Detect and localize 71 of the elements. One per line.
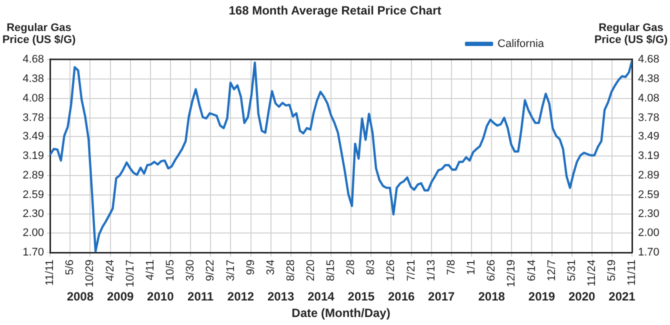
x-tick-label: 4/11 [144,260,156,280]
x-tick-label: 10/5 [164,260,177,282]
x-tick-label: 3/17 [224,260,237,282]
x-tick-label: 1/1 [466,260,478,275]
x-tick-label: 9/9 [244,260,257,275]
y-tick-label: 2.00 [22,227,44,240]
y2-tick-label: 2.00 [638,227,660,240]
x-tick-label: 2/20 [304,260,317,282]
y2-axis-title: Regular Gas Price (US $/G) [593,22,669,46]
x2-tick-label: 2012 [227,290,254,304]
y2-tick-label: 3.49 [638,130,660,143]
x-tick-label: 1/26 [385,260,398,282]
x-tick-label: 8/3 [365,260,378,275]
x2-tick-label: 2015 [348,290,375,304]
x-tick-label: 5/31 [566,260,578,282]
x-tick-label: 8/15 [325,260,338,282]
y-tick-label: 1.70 [22,246,44,259]
y2-tick-label: 1.70 [638,246,660,259]
x2-tick-label: 2009 [106,290,134,304]
y-tick-label: 3.19 [22,150,44,162]
x-tick-label: 11/11 [626,260,638,286]
y2-tick-label: 3.78 [638,112,660,124]
y-tick-label: 4.38 [22,72,44,85]
x-tick-label: 6/14 [526,260,538,282]
x2-tick-label: 2011 [188,290,214,304]
x-axis-title: Date (Month/Day) [292,306,390,320]
y2-tick-label: 4.08 [638,92,660,104]
x2-tick-label: 2018 [478,290,506,304]
x-tick-label: 10/29 [84,260,96,288]
x-tick-label: 12/7 [546,260,558,282]
x-tick-label: 5/19 [606,260,618,282]
x-tick-label: 4/24 [104,260,116,282]
y2-tick-label: 2.89 [638,170,660,182]
y-axis-title: Regular Gas Price (US $/G) [1,22,77,46]
x2-tick-label: 2008 [66,290,94,304]
y2-tick-label: 2.59 [638,188,660,201]
y2-tick-label: 4.38 [638,72,660,85]
x2-tick-label: 2020 [568,290,596,304]
y-tick-label: 4.08 [22,92,44,104]
x2-tick-label: 2013 [267,290,294,304]
x-tick-label: 3/4 [264,260,277,275]
x-tick-label: 11/24 [586,260,598,286]
y2-tick-label: 2.30 [638,208,660,220]
x2-tick-label: 2021 [608,290,636,304]
x-tick-label: 7/8 [445,260,458,275]
x-tick-label: 11/11 [44,260,56,286]
x2-tick-label: 2017 [428,290,456,304]
y-tick-label: 2.30 [22,208,44,220]
x2-tick-label: 2016 [388,290,415,304]
legend-label: California [498,38,545,50]
y2-tick-label: 3.19 [638,150,660,162]
y2-tick-label: 4.68 [638,53,660,66]
x2-tick-label: 2010 [147,290,174,304]
y-tick-label: 3.78 [22,112,44,124]
x-tick-label: 12/19 [506,260,518,288]
x-tick-label: 2/8 [345,260,358,275]
x-tick-label: 3/30 [184,260,197,282]
x-tick-label: 8/28 [284,260,297,282]
x-tick-label: 6/26 [486,260,498,282]
x-tick-label: 10/17 [124,260,136,288]
x2-tick-label: 2019 [528,290,556,304]
y-tick-label: 4.68 [22,53,44,66]
x-tick-label: 5/6 [64,260,76,275]
x-tick-label: 9/22 [204,260,217,282]
x2-tick-label: 2014 [308,290,335,304]
y-tick-label: 2.59 [22,188,44,201]
y-tick-label: 2.89 [22,170,44,182]
y-tick-label: 3.49 [22,130,44,143]
x-tick-label: 1/13 [425,260,438,282]
chart-title: 168 Month Average Retail Price Chart [228,4,442,18]
x-tick-label: 7/21 [405,260,418,282]
